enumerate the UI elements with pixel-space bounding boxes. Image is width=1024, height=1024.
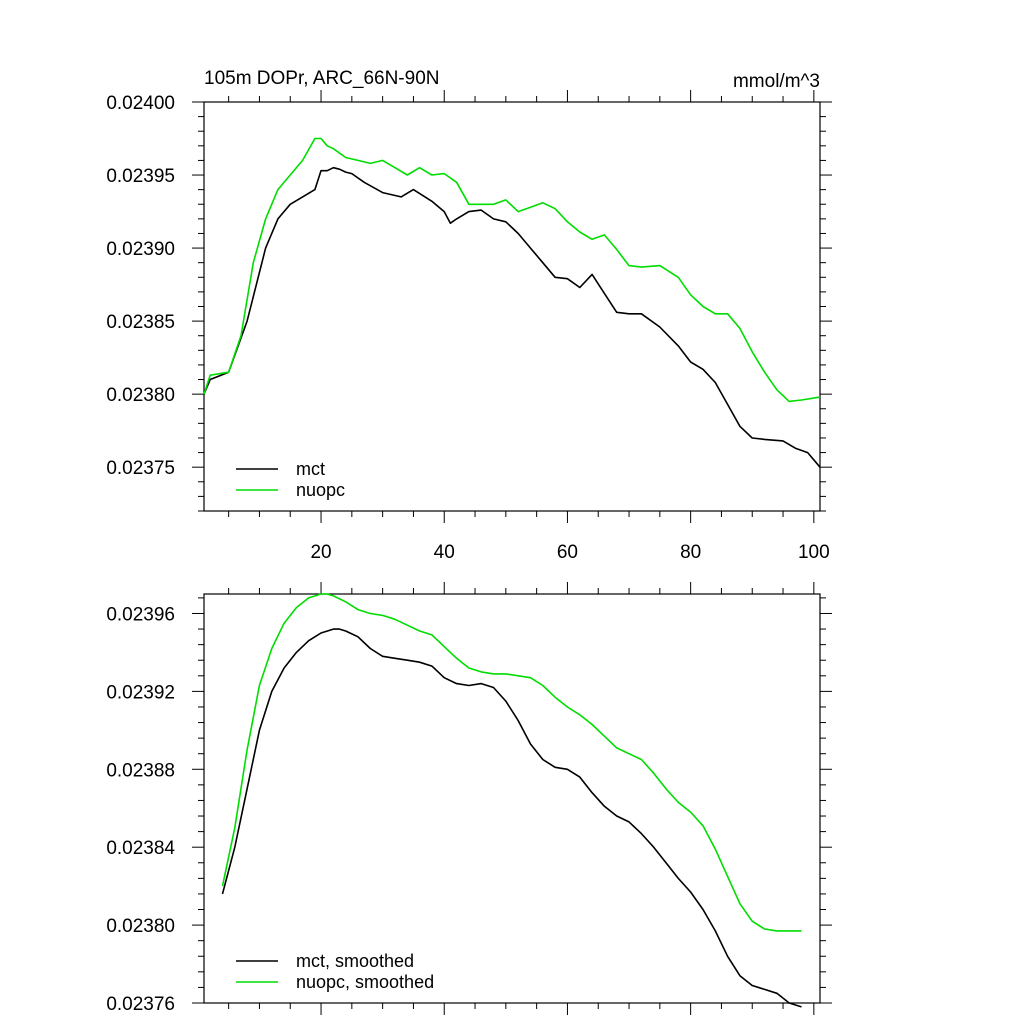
- top-panel-title: 105m DOPr, ARC_66N-90N: [204, 68, 440, 89]
- x-tick-label: 100: [798, 542, 830, 563]
- bottom-panel: 0.02396 0.02392 0.02388 0.02384 0.02380 0.023…: [106, 582, 832, 1015]
- y-tick-label: 0.02396: [106, 604, 175, 625]
- y-tick-label: 0.02376: [106, 994, 175, 1015]
- y-tick-label: 0.02390: [106, 239, 175, 260]
- x-tick-label: 20: [310, 542, 331, 563]
- x-tick-label: 80: [680, 542, 701, 563]
- y-tick-label: 0.02380: [106, 916, 175, 937]
- legend-label: nuopc: [296, 480, 345, 500]
- top-panel-units: mmol/m^3: [733, 71, 820, 92]
- top-panel: 105m DOPr, ARC_66N-90N mmol/m^3 20 40 60 80…: [106, 68, 832, 563]
- y-tick-label: 0.02388: [106, 760, 175, 781]
- top-panel-frame: [203, 101, 821, 512]
- legend-label: nuopc, smoothed: [296, 972, 434, 992]
- y-tick-label: 0.02384: [106, 838, 175, 859]
- legend-label: mct, smoothed: [296, 951, 414, 971]
- series-line-mct-smoothed: [221, 628, 802, 1008]
- y-tick-label: 0.02392: [106, 682, 175, 703]
- legend-label: mct: [296, 459, 325, 479]
- y-tick-label: 0.02395: [106, 166, 175, 187]
- y-tick-label: 0.02385: [106, 312, 175, 333]
- x-tick-label: 40: [434, 542, 455, 563]
- series-line-nuopc: [203, 137, 821, 403]
- top-panel-ticks: 20 40 60 80 100 0.02400 0.02395 0.02390 0.02385 0…: [106, 90, 832, 563]
- series-line-nuopc-smoothed: [221, 593, 802, 932]
- y-tick-label: 0.02375: [106, 458, 175, 479]
- bottom-panel-frame: [203, 593, 821, 1004]
- y-tick-label: 0.02380: [106, 385, 175, 406]
- bottom-panel-ticks: 0.02396 0.02392 0.02388 0.02384 0.02380 0.023…: [106, 582, 832, 1015]
- series-line-mct: [203, 166, 821, 468]
- x-tick-label: 60: [557, 542, 578, 563]
- top-panel-series: [203, 137, 821, 468]
- bottom-panel-series: [221, 593, 802, 1008]
- y-tick-label: 0.02400: [106, 93, 175, 114]
